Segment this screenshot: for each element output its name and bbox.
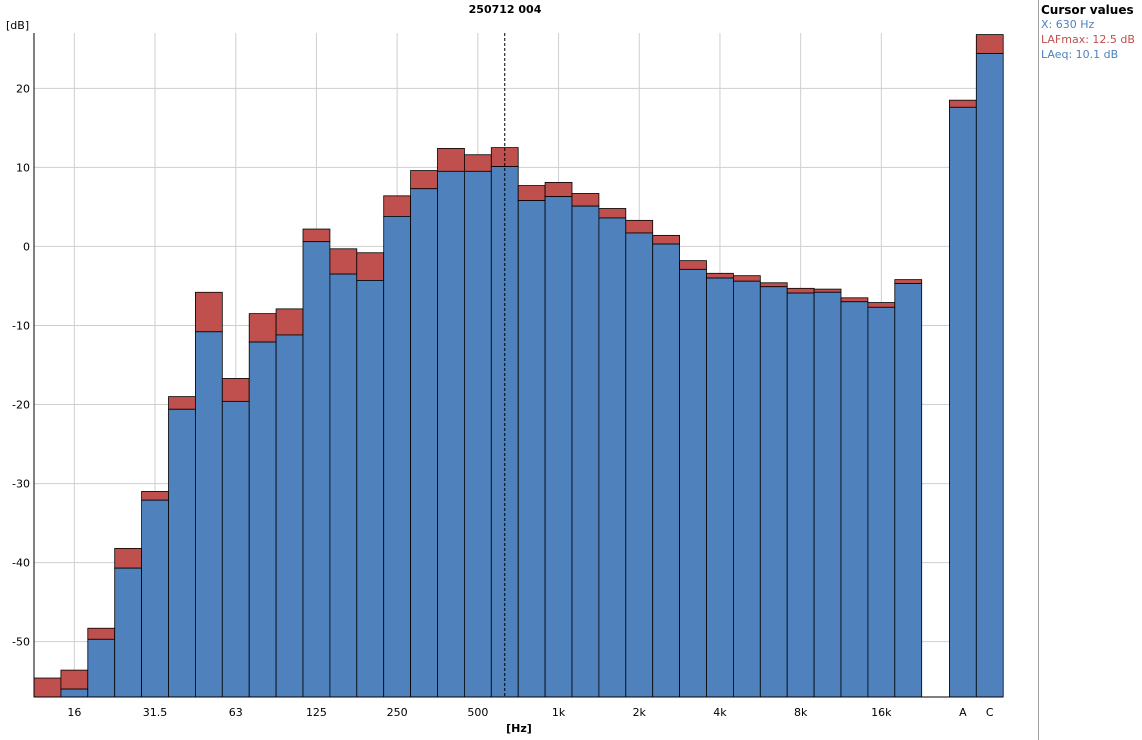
x-tick-label: 8k — [794, 706, 808, 719]
chart-title: 250712 004 — [469, 3, 542, 16]
band-3.15k-laeq-bar — [679, 268, 707, 698]
band-16k-lafmax-bar — [867, 302, 896, 308]
band-16-laeq-bar — [60, 688, 89, 698]
x-tick-label: 16k — [871, 706, 892, 719]
band-4k-laeq-bar — [706, 277, 734, 698]
band-1.25k-laeq-bar — [571, 205, 600, 698]
band-1k-lafmax-bar — [544, 181, 573, 198]
band-8k-laeq-bar — [786, 292, 815, 698]
band-50-lafmax-bar — [194, 291, 223, 333]
x-tick-label: 250 — [387, 706, 408, 719]
cursor-lafmax-value: LAFmax: 12.5 dB — [1041, 33, 1135, 46]
band-40-laeq-bar — [168, 408, 196, 698]
x-tick-label: 125 — [306, 706, 327, 719]
broadband-tick-label: C — [986, 706, 994, 719]
band-500-laeq-bar — [463, 170, 492, 698]
band-20-laeq-bar — [87, 638, 116, 698]
band-25-lafmax-bar — [114, 547, 142, 569]
cursor-laeq-value: LAeq: 10.1 dB — [1041, 48, 1119, 61]
band-315-lafmax-bar — [410, 170, 438, 190]
x-tick-label: 1k — [552, 706, 566, 719]
band-400-lafmax-bar — [437, 148, 465, 172]
band-2.5k-laeq-bar — [652, 243, 681, 698]
cursor-values-title: Cursor values — [1041, 3, 1134, 17]
y-tick-label: -20 — [12, 399, 30, 412]
band-125-laeq-bar — [302, 241, 331, 698]
band-5k-lafmax-bar — [733, 275, 761, 282]
band-160-laeq-bar — [329, 273, 358, 698]
band-20-lafmax-bar — [87, 627, 116, 640]
band-500-lafmax-bar — [463, 154, 492, 172]
band-2.5k-lafmax-bar — [652, 234, 681, 245]
band-31.5-laeq-bar — [141, 499, 169, 698]
band-8k-lafmax-bar — [786, 287, 815, 294]
band-12.5k-laeq-bar — [840, 301, 869, 698]
x-tick-label: 16 — [67, 706, 81, 719]
band-250-lafmax-bar — [383, 195, 412, 217]
band-63-lafmax-bar — [221, 378, 250, 402]
band-400-laeq-bar — [437, 170, 465, 698]
broadband-C-laeq-bar — [975, 53, 1004, 698]
band-5k-laeq-bar — [733, 280, 761, 698]
x-axis-label: [Hz] — [506, 722, 532, 735]
band-100-laeq-bar — [275, 334, 304, 698]
band-800-lafmax-bar — [517, 185, 546, 201]
y-tick-label: -30 — [12, 478, 30, 491]
band-160-lafmax-bar — [329, 248, 358, 275]
band-20k-laeq-bar — [894, 283, 923, 698]
band-4k-lafmax-bar — [706, 272, 734, 279]
band-6.3k-lafmax-bar — [759, 282, 788, 288]
band-1.25k-lafmax-bar — [571, 193, 600, 207]
band-40-lafmax-bar — [168, 396, 196, 410]
band-800-laeq-bar — [517, 200, 546, 698]
x-tick-label: 2k — [633, 706, 647, 719]
band-200-lafmax-bar — [356, 252, 385, 281]
band-80-lafmax-bar — [248, 313, 277, 343]
band-16-lafmax-bar — [60, 669, 89, 690]
x-tick-label: 31.5 — [143, 706, 168, 719]
band-25-laeq-bar — [114, 567, 142, 698]
cursor-values-panel: Cursor values X: 630 Hz LAFmax: 12.5 dB … — [1038, 0, 1142, 740]
x-tick-label: 4k — [713, 706, 727, 719]
band-1.6k-lafmax-bar — [598, 208, 627, 219]
band-125-lafmax-bar — [302, 228, 331, 243]
band-2k-laeq-bar — [625, 232, 654, 698]
y-tick-label: 0 — [23, 240, 30, 253]
band-12.5-lafmax-bar — [33, 677, 62, 698]
x-tick-label: 500 — [467, 706, 488, 719]
y-tick-label: -10 — [12, 319, 30, 332]
spectrum-chart: -50 -40 -30 -20 -10 0 10 20 16 31.5 63 125 250 500 1k 2… — [6, 3, 1004, 735]
band-12.5k-lafmax-bar — [840, 297, 869, 303]
band-250-laeq-bar — [383, 215, 412, 698]
band-20k-lafmax-bar — [894, 279, 923, 284]
axes: -50 -40 -30 -20 -10 0 10 20 16 31.5 63 125 250 500 1k 2… — [12, 33, 1003, 719]
y-tick-label: 20 — [16, 82, 30, 95]
y-tick-label: -40 — [12, 557, 30, 570]
broadband-A-lafmax-bar — [949, 99, 977, 108]
band-31.5-lafmax-bar — [141, 491, 169, 501]
band-6.3k-laeq-bar — [759, 286, 788, 698]
band-315-laeq-bar — [410, 188, 438, 698]
broadband-A-laeq-bar — [949, 106, 977, 698]
band-16k-laeq-bar — [867, 306, 896, 698]
band-63-laeq-bar — [221, 400, 250, 698]
y-tick-label: -50 — [12, 636, 30, 649]
band-2k-lafmax-bar — [625, 219, 654, 234]
band-10k-laeq-bar — [813, 291, 842, 698]
band-100-lafmax-bar — [275, 308, 304, 336]
y-axis-label: [dB] — [6, 19, 29, 32]
x-tick-label: 63 — [229, 706, 243, 719]
y-tick-label: 10 — [16, 161, 30, 174]
cursor-x-value: X: 630 Hz — [1041, 18, 1095, 31]
band-200-laeq-bar — [356, 280, 385, 698]
broadband-C-lafmax-bar — [975, 34, 1004, 54]
band-630-laeq-bar — [490, 166, 519, 698]
broadband-tick-label: A — [959, 706, 967, 719]
band-80-laeq-bar — [248, 341, 277, 698]
band-50-laeq-bar — [194, 331, 223, 698]
band-1.6k-laeq-bar — [598, 217, 627, 698]
band-1k-laeq-bar — [544, 196, 573, 698]
band-3.15k-lafmax-bar — [679, 260, 707, 270]
band-10k-lafmax-bar — [813, 288, 842, 293]
